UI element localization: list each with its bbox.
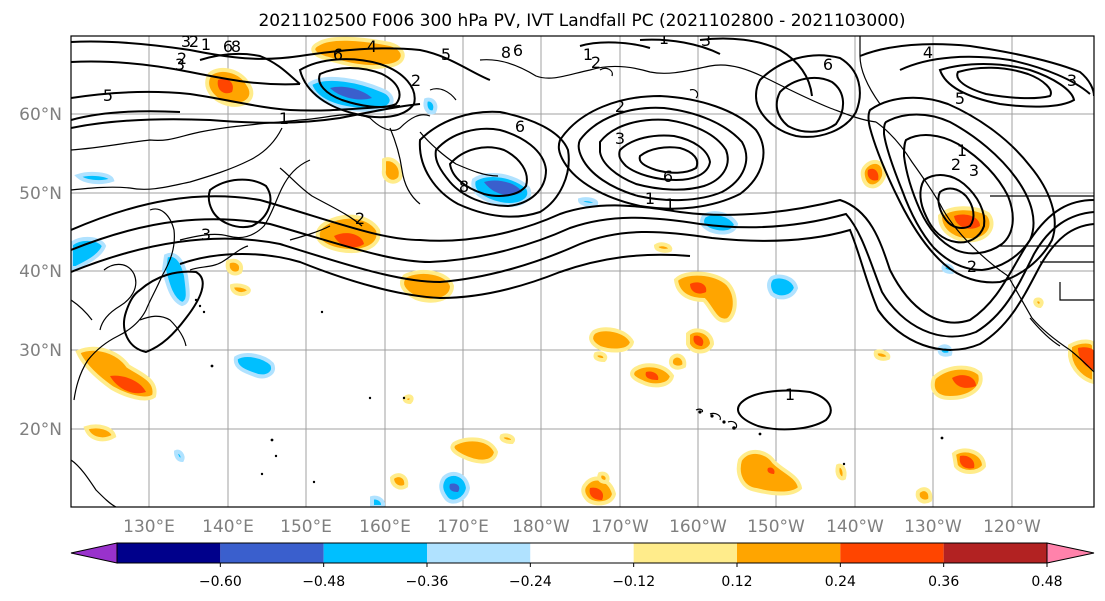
contour-label: 1	[201, 35, 211, 54]
contour-label: 3	[615, 129, 625, 148]
coastlines	[71, 36, 1094, 507]
lon-label: 120°W	[983, 517, 1041, 537]
contour-label: 2	[189, 32, 199, 51]
contour-label: 8	[231, 37, 241, 56]
longitude-axis: 130°E 140°E 150°E 160°E 170°E 180°W 170°W 160°W…	[123, 517, 1041, 537]
strong-negative-anomaly	[330, 86, 522, 492]
latitude-axis: 60°N 50°N 40°N 30°N 20°N	[19, 105, 62, 440]
ivt-shading	[71, 36, 1094, 507]
lat-label: 60°N	[19, 105, 62, 125]
contour-label: 6	[333, 45, 343, 64]
negative-anomaly	[71, 77, 955, 507]
colorbar-swatch	[323, 543, 427, 563]
colorbar-tick-label: −0.60	[199, 574, 242, 590]
colorbar-tick-label: 0.48	[1031, 574, 1062, 590]
contour-label: 3	[1067, 71, 1077, 90]
colorbar-tick-label: −0.48	[302, 574, 345, 590]
contour-label: 1	[665, 195, 675, 214]
contour-label: 3	[181, 32, 191, 51]
contour-label: 6	[663, 167, 673, 186]
colorbar-tick-label: 0.24	[825, 574, 856, 590]
contour-label: 3	[969, 161, 979, 180]
contour-label: 4	[367, 37, 377, 56]
lat-label: 20°N	[19, 420, 62, 440]
contour-label: 3	[201, 225, 211, 244]
colorbar-swatch	[530, 543, 634, 563]
colorbar-swatch	[943, 543, 1047, 563]
lon-label: 150°W	[747, 517, 805, 537]
contour-label: 5	[103, 86, 113, 105]
lon-label: 160°W	[669, 517, 727, 537]
colorbar-tick-label: 0.12	[721, 574, 752, 590]
contour-label: 1	[279, 109, 289, 128]
contour-label: 1	[583, 45, 593, 64]
contour-label: 1	[957, 141, 967, 160]
colorbar: −0.60 −0.48 −0.36 −0.24 −0.12 0.12 0.24 0.36 0.4…	[70, 542, 1095, 590]
contour-label: 8	[501, 43, 511, 62]
contour-label: 2	[967, 257, 977, 276]
colorbar-tick-label: −0.12	[612, 574, 655, 590]
triangle-right-icon	[1046, 542, 1095, 564]
contour-label: 2	[177, 49, 187, 68]
colorbar-swatch	[840, 543, 944, 563]
lon-label: 180°W	[512, 517, 570, 537]
contour-label: 2	[411, 71, 421, 90]
lat-label: 30°N	[19, 341, 62, 361]
positive-anomaly	[75, 36, 1094, 506]
lon-label: 150°E	[280, 517, 332, 537]
contour-label: 5	[955, 89, 965, 108]
figure-title: 2021102500 F006 300 hPa PV, IVT Landfall…	[258, 11, 905, 31]
contour-label: 5	[441, 45, 451, 64]
lon-label: 170°E	[437, 517, 489, 537]
contour-label: 6	[515, 117, 525, 136]
lon-label: 130°E	[123, 517, 175, 537]
contour-label: 4	[923, 43, 933, 62]
map-frame	[70, 35, 1095, 508]
lon-label: 140°E	[202, 517, 254, 537]
contour-label: 1	[785, 385, 795, 404]
lon-label: 160°E	[359, 517, 411, 537]
lon-label: 130°W	[904, 517, 962, 537]
contour-label: 1	[659, 29, 669, 48]
contour-label: 2	[591, 53, 601, 72]
lon-label: 170°W	[591, 517, 649, 537]
contour-label: 8	[459, 177, 469, 196]
colorbar-swatch	[737, 543, 841, 563]
contour-label: 2	[951, 155, 961, 174]
pv-contours	[71, 37, 1094, 431]
contour-label: 6	[513, 41, 523, 60]
triangle-left-icon	[70, 542, 118, 564]
contour-label: 6	[823, 55, 833, 74]
lat-label: 40°N	[19, 262, 62, 282]
lon-label: 140°W	[826, 517, 884, 537]
contour-label: 3	[175, 55, 185, 74]
colorbar-swatch	[427, 543, 531, 563]
colorbar-swatch	[220, 543, 324, 563]
contour-label: 3	[701, 31, 711, 50]
colorbar-tick-label: 0.36	[928, 574, 959, 590]
colorbar-tick-label: −0.36	[406, 574, 449, 590]
contour-label: 6	[223, 37, 233, 56]
contour-label: 2	[615, 97, 625, 116]
colorbar-swatch	[117, 543, 221, 563]
contour-label: 1	[645, 189, 655, 208]
contour-label: 2	[355, 209, 365, 228]
colorbar-swatch	[633, 543, 737, 563]
colorbar-outline	[116, 542, 1048, 564]
colorbar-tick-label: −0.24	[509, 574, 552, 590]
lat-label: 50°N	[19, 184, 62, 204]
